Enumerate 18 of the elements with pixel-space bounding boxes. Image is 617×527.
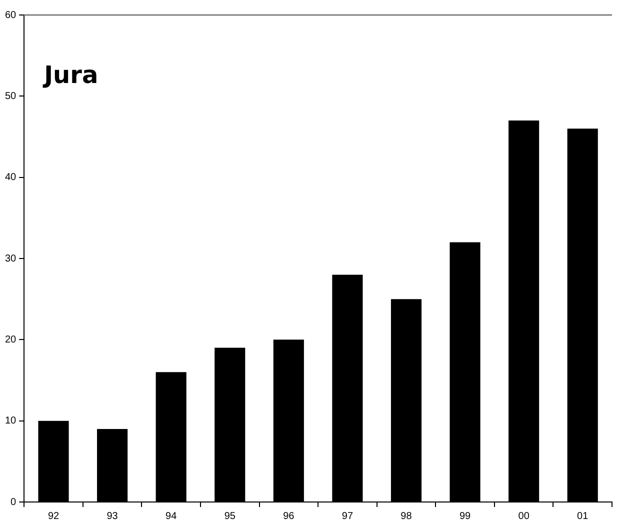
x-tick-label: 00: [518, 510, 530, 522]
x-tick-label: 97: [342, 510, 354, 522]
y-tick-label: 40: [5, 172, 17, 184]
y-tick-label: 0: [10, 496, 17, 508]
y-tick-label: 20: [5, 334, 17, 346]
x-tick-label: 95: [224, 510, 236, 522]
x-tick-label: 92: [48, 510, 60, 522]
x-tick-label: 96: [283, 510, 295, 522]
x-tick-label: 93: [106, 510, 118, 522]
y-tick-label: 60: [5, 10, 17, 21]
x-tick-label: 94: [166, 510, 178, 522]
x-tick-label: 99: [459, 510, 472, 522]
y-tick-label: 30: [5, 253, 17, 264]
y-tick-label: 10: [5, 416, 17, 427]
x-tick-label: 01: [577, 510, 589, 522]
text: Jura: [42, 61, 98, 90]
y-tick-label: 50: [5, 90, 17, 102]
x-tick-label: 98: [400, 510, 412, 522]
